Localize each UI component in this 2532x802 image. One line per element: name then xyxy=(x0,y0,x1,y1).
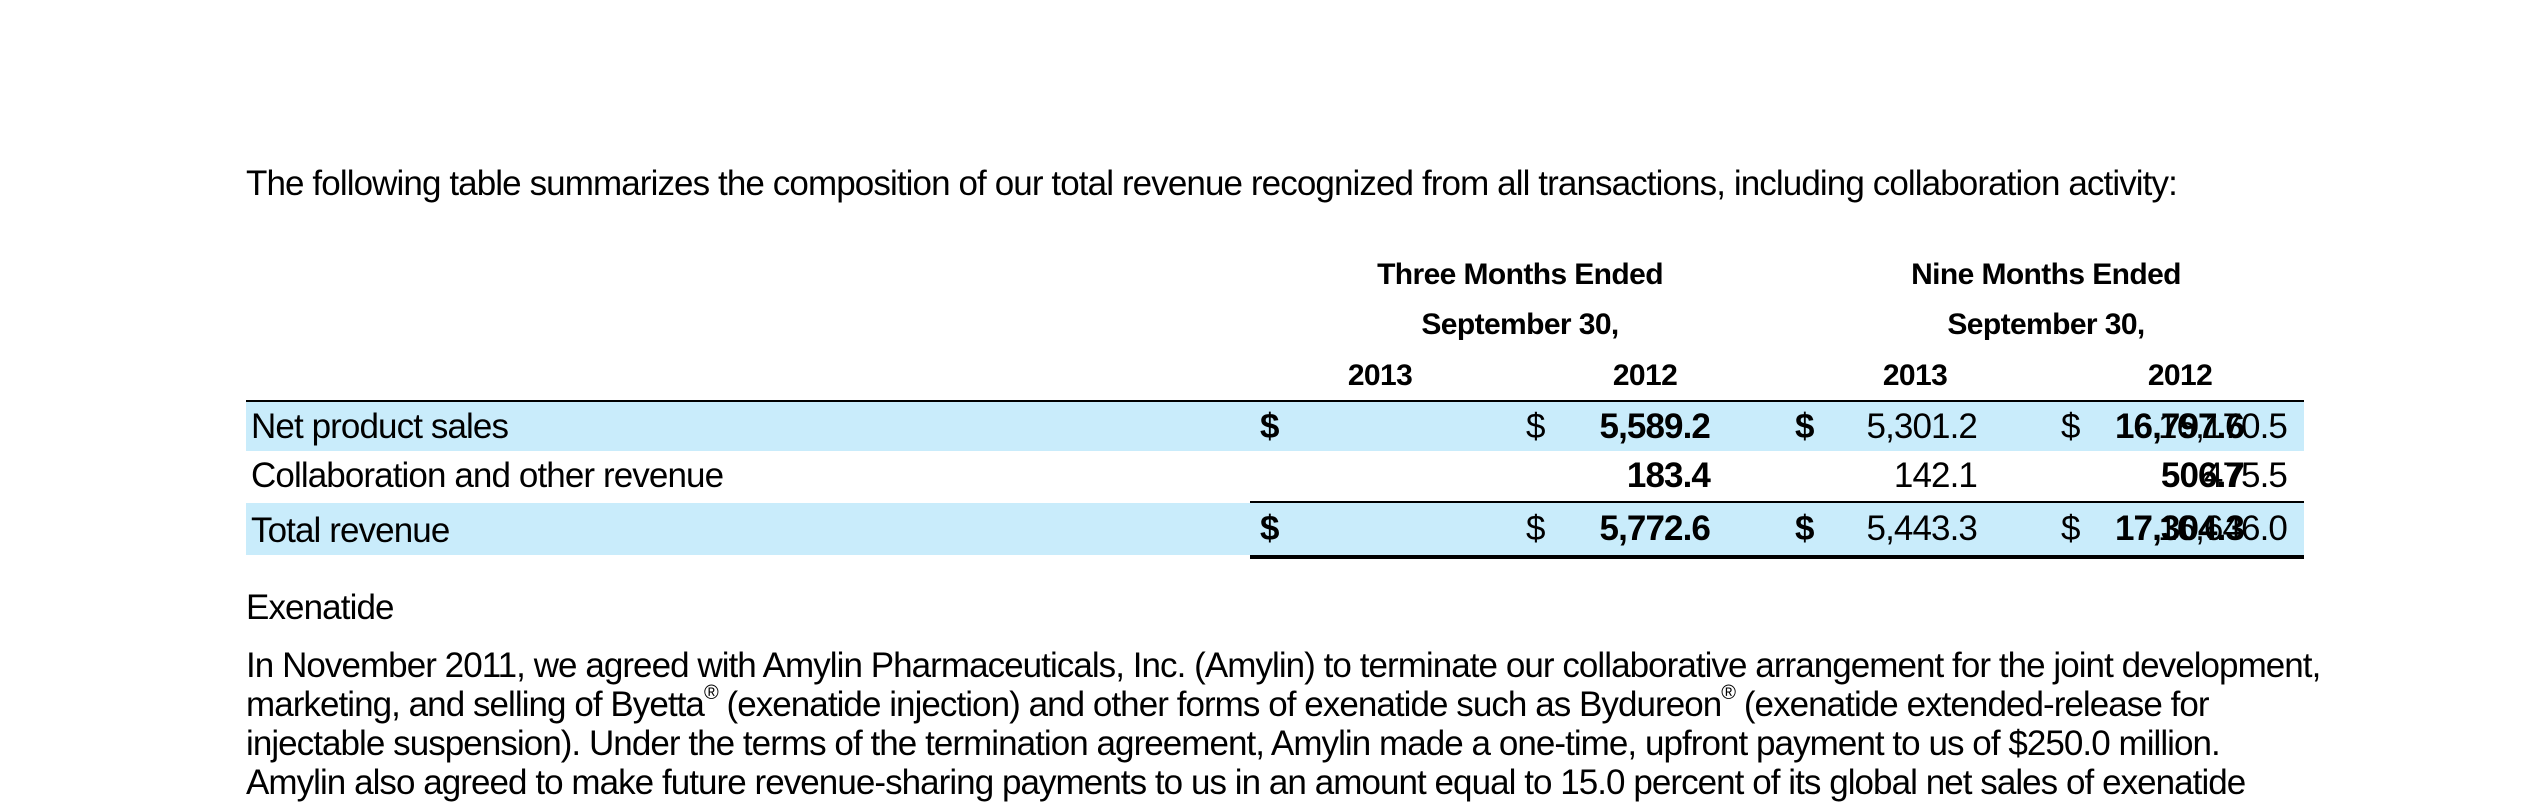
currency-symbol: $ xyxy=(1260,509,1279,548)
year-header-2: 2012 xyxy=(1612,359,1678,392)
table-row-collaboration-revenue: Collaboration and other revenue 183.4 14… xyxy=(246,451,2304,501)
total-rule xyxy=(1250,555,2304,559)
table-row-total-revenue: Total revenue $ 5,772.6 $ 5,443.3 $ 17,3… xyxy=(246,503,2304,555)
value-9m-2012: 16,170.5 xyxy=(2157,407,2288,446)
registered-mark: ® xyxy=(703,682,719,705)
currency-symbol: $ xyxy=(1795,407,1814,446)
value-q3-2013: 5,589.2 xyxy=(1599,407,1711,446)
paragraph-line-2-part-b: (exenatide injection) and other forms of… xyxy=(717,685,1723,724)
year-header-1: 2013 xyxy=(1347,359,1413,392)
section-title: Exenatide xyxy=(246,588,394,627)
paragraph-line-2: marketing, and selling of Byetta® (exena… xyxy=(246,682,2366,724)
exenatide-paragraph: In November 2011, we agreed with Amylin … xyxy=(246,646,2366,802)
value-q3-2013: 183.4 xyxy=(1626,456,1711,495)
value-q3-2013: 5,772.6 xyxy=(1599,509,1711,548)
value-9m-2012: 475.5 xyxy=(2203,456,2288,495)
nine-months-header-line1: Nine Months Ended xyxy=(1911,258,2181,291)
value-9m-2013: 16,797.6 xyxy=(2114,407,2245,446)
nine-months-header: Nine Months Ended September 30, xyxy=(1776,258,2316,342)
value-q3-2012: 142.1 xyxy=(1893,456,1978,495)
subtotal-rule xyxy=(1250,501,2304,503)
three-months-header-line2: September 30, xyxy=(1421,308,1619,341)
nine-months-header-line2: September 30, xyxy=(1947,308,2145,341)
currency-symbol: $ xyxy=(1260,407,1279,446)
table-top-rule xyxy=(246,400,2304,402)
row-label: Net product sales xyxy=(251,407,509,446)
paragraph-line-2-part-c: (exenatide extended-release for xyxy=(1735,685,2210,724)
paragraph-line-4: Amylin also agreed to make future revenu… xyxy=(246,763,2246,802)
row-label: Total revenue xyxy=(251,511,450,550)
value-9m-2013: 17,304.3 xyxy=(2114,509,2245,548)
registered-mark: ® xyxy=(1721,682,1736,705)
paragraph-line-2-part-a: marketing, and selling of Byetta xyxy=(246,685,705,724)
value-q3-2012: 5,301.2 xyxy=(1866,407,1978,446)
paragraph-line-1: In November 2011, we agreed with Amylin … xyxy=(246,646,2321,685)
paragraph-line-3: injectable suspension). Under the terms … xyxy=(246,724,2221,763)
value-q3-2012: 5,443.3 xyxy=(1866,509,1978,548)
currency-symbol: $ xyxy=(2061,509,2080,548)
three-months-header: Three Months Ended September 30, xyxy=(1250,258,1790,342)
year-header-3: 2013 xyxy=(1882,359,1948,392)
currency-symbol: $ xyxy=(1795,509,1814,548)
table-row-net-product-sales: Net product sales $ 5,589.2 $ 5,301.2 $ … xyxy=(246,402,2304,451)
three-months-header-line1: Three Months Ended xyxy=(1377,258,1663,291)
value-9m-2013: 506.7 xyxy=(2160,456,2245,495)
row-label: Collaboration and other revenue xyxy=(251,456,724,495)
currency-symbol: $ xyxy=(1526,407,1545,446)
year-header-4: 2012 xyxy=(2147,359,2213,392)
currency-symbol: $ xyxy=(1526,509,1545,548)
intro-text: The following table summarizes the compo… xyxy=(246,164,2178,203)
value-9m-2012: 16,646.0 xyxy=(2157,509,2288,548)
currency-symbol: $ xyxy=(2061,407,2080,446)
